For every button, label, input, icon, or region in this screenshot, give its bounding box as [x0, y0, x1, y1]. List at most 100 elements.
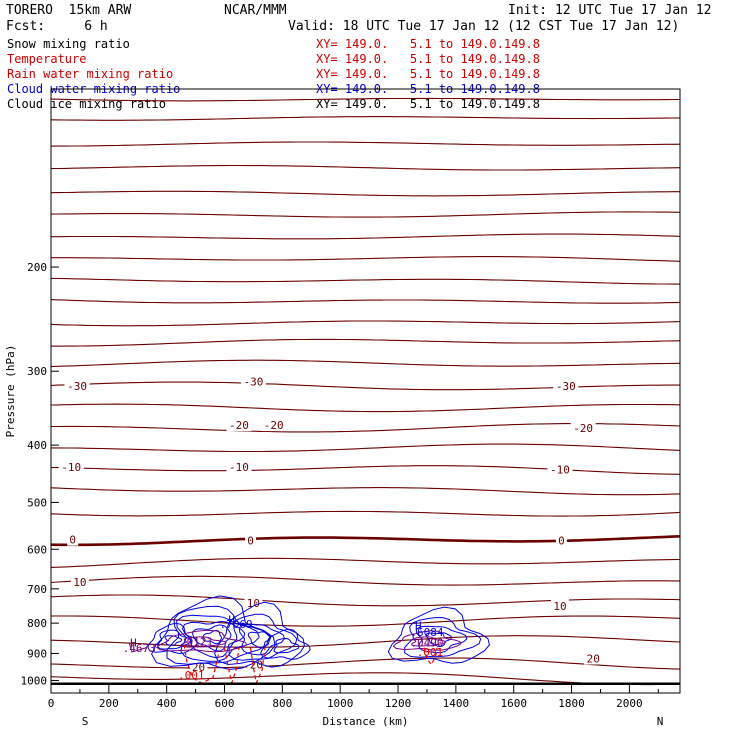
isotherm-label-bg	[58, 460, 84, 474]
x-tick-label: 1200	[385, 697, 412, 710]
legend-xy-snow: XY= 149.0. 5.1 to 149.0.149.8	[316, 37, 540, 51]
isotherm-label: -10	[61, 461, 81, 474]
x-tick-label: 2000	[616, 697, 643, 710]
contour-label: .0490	[410, 636, 443, 649]
isotherm-label: -30	[243, 375, 263, 388]
isotherm-line	[51, 141, 681, 147]
cloud-ice-contour	[411, 636, 447, 647]
cloud-ice-contour	[155, 629, 248, 653]
isotherm-label-bg	[244, 596, 263, 610]
isotherm-label: 10	[553, 600, 566, 613]
x-tick-label: 0	[48, 697, 55, 710]
isotherm-line	[50, 211, 681, 218]
y-tick-label: 600	[27, 543, 47, 556]
isotherm-line	[51, 233, 681, 240]
cloud-water-contour	[151, 595, 276, 670]
isotherm-line	[50, 510, 681, 517]
y-tick-label: 700	[27, 583, 47, 596]
isotherm-label-bg	[240, 374, 266, 388]
cloud-ice-contour	[128, 642, 147, 653]
contour-label: .001	[417, 646, 444, 659]
isotherm-label-bg	[247, 657, 266, 671]
isotherm-line	[50, 299, 681, 304]
isotherm-label: 20	[587, 652, 600, 665]
isotherm-label: -20	[573, 422, 593, 435]
rain-contour	[183, 644, 220, 684]
cloud-water-contour	[404, 616, 482, 658]
x-tick-label: 1000	[327, 697, 354, 710]
plot-frame	[50, 88, 681, 694]
isotherm-label-bg	[550, 598, 569, 612]
north-marker: N	[657, 715, 664, 728]
legend-name-snow: Snow mixing ratio	[7, 37, 130, 51]
isotherm-label-bg	[226, 418, 252, 432]
y-tick-label: 1000	[21, 674, 48, 687]
isotherm-line	[50, 487, 681, 496]
cloud-water-contour	[157, 629, 192, 650]
contour-label: 0121	[187, 636, 214, 649]
y-tick-label: 500	[27, 496, 47, 509]
isotherm-line	[51, 256, 681, 262]
isotherm-line	[50, 403, 681, 413]
y-tick-label: 800	[27, 617, 47, 630]
isotherm-line	[50, 465, 681, 475]
cloud-water-contour	[164, 635, 183, 646]
forecast-hour: Fcst: 6 h	[6, 19, 108, 34]
isotherm-label: -20	[264, 419, 284, 432]
isotherm-label: 0	[558, 535, 565, 548]
south-marker: S	[82, 715, 89, 728]
isotherm-label: -10	[550, 464, 570, 477]
isotherm-line	[51, 443, 681, 453]
model-title: TORERO 15km ARW	[6, 3, 132, 18]
isotherm-label: 20	[250, 659, 263, 672]
isotherm-line	[50, 116, 681, 121]
isotherm-label-bg	[570, 420, 596, 434]
contour-label: H	[228, 613, 235, 626]
isotherm-line	[50, 359, 681, 368]
isotherm-label-bg	[584, 651, 603, 665]
isotherm-line	[51, 615, 681, 627]
isotherm-line	[50, 657, 681, 670]
x-tick-label: 1800	[558, 697, 585, 710]
isotherm-line	[50, 97, 680, 102]
cloud-water-contour	[247, 631, 272, 649]
cloud-ice-contour	[180, 636, 227, 648]
isotherm-line	[50, 277, 680, 285]
isotherm-line	[50, 190, 680, 197]
cloud-water-contour	[238, 623, 285, 656]
isotherm-line	[50, 594, 681, 607]
isotherm-line	[50, 575, 680, 586]
isotherm-label-bg	[555, 533, 567, 547]
isotherm-line	[50, 557, 681, 568]
contour-label: .7069	[220, 618, 253, 631]
x-tick-label: 600	[215, 697, 235, 710]
isotherm-line	[50, 381, 680, 391]
isotherm-label: -30	[556, 380, 576, 393]
isotherm-label-bg	[553, 379, 579, 393]
y-axis-title: Pressure (hPa)	[4, 345, 17, 438]
isotherm-label: 0	[247, 535, 254, 548]
init-time: Init: 12 UTC Tue 17 Jan 12	[508, 3, 712, 18]
isotherm-label-bg	[64, 379, 90, 393]
y-tick-label: 300	[27, 365, 47, 378]
isotherm-line	[50, 535, 681, 547]
contour-label: H	[415, 620, 422, 633]
contour-label: .4673	[123, 642, 156, 655]
contour-label: .6084	[410, 626, 443, 639]
isotherm-label-bg	[70, 575, 89, 589]
cloud-water-contour	[214, 601, 305, 668]
isotherm-label: 10	[247, 597, 260, 610]
x-tick-label: 1400	[443, 697, 470, 710]
legend-name-temperature: Temperature	[7, 52, 87, 66]
cloud-water-contour	[147, 622, 198, 655]
cloud-water-contour	[181, 620, 246, 659]
isotherm-label: 10	[73, 576, 86, 589]
x-tick-label: 1600	[500, 697, 527, 710]
isotherm-label-bg	[547, 462, 573, 476]
x-tick-label: 400	[157, 697, 177, 710]
isotherm-label: -10	[229, 461, 249, 474]
cloud-water-contour	[387, 606, 490, 664]
contour-label: H	[130, 636, 137, 649]
legend-name-rain: Rain water mixing ratio	[7, 67, 174, 81]
